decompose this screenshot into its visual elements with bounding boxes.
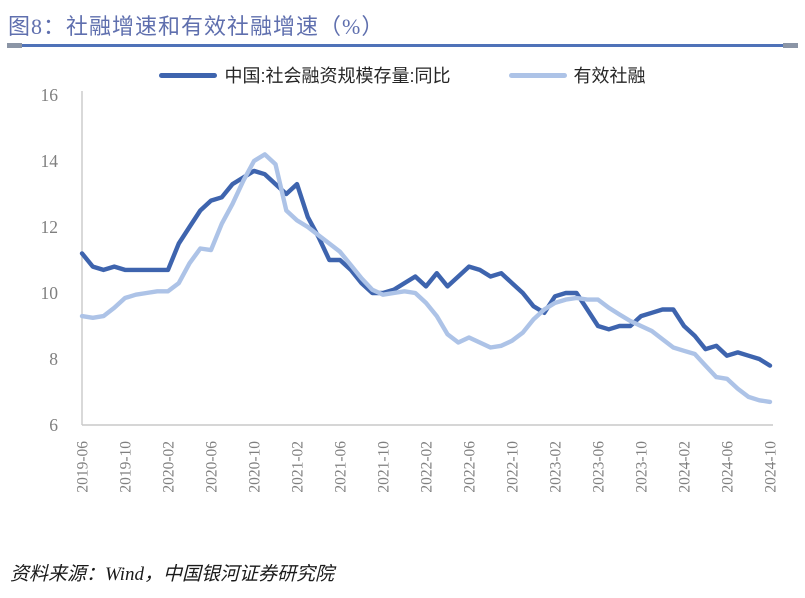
legend-label-tsf-stock-yoy: 中国:社会融资规模存量:同比: [224, 66, 451, 86]
x-axis-tick-label: 2022-02: [419, 441, 436, 493]
x-axis-tick-label: 2020-10: [247, 441, 264, 493]
x-axis-tick-label: 2020-06: [204, 441, 221, 493]
legend-item-tsf-stock-yoy: 中国:社会融资规模存量:同比: [159, 62, 451, 88]
x-axis-tick-label: 2024-02: [677, 441, 694, 493]
chart-svg: 6 8 10 12 14 16 2019-06 2019-10 2020-02 2020-06 20…: [41, 85, 780, 493]
y-axis-tick-label: 16: [41, 88, 59, 105]
x-axis-tick-label: 2023-02: [548, 441, 565, 493]
x-axis-tick-label: 2019-06: [75, 441, 92, 493]
chart-area: 6 8 10 12 14 16 2019-06 2019-10 2020-02 2020-06 20…: [0, 85, 805, 550]
legend-label-effective-tsf: 有效社融: [573, 66, 646, 86]
page-title: 图8：社融增速和有效社融增速（%）: [8, 14, 385, 39]
x-axis-tick-label: 2022-10: [505, 441, 522, 493]
y-axis-tick-label: 6: [49, 415, 58, 435]
chart-legend: 中国:社会融资规模存量:同比 有效社融: [0, 62, 805, 88]
legend-line-swatch-dark: [159, 72, 218, 78]
y-axis-tick-label: 8: [49, 349, 58, 369]
x-axis-tick-label: 2023-06: [591, 441, 608, 493]
x-axis-tick-label: 2020-02: [161, 441, 178, 493]
x-axis-tick-label: 2024-10: [763, 441, 780, 493]
legend-line-swatch-light: [508, 72, 567, 78]
legend-item-effective-tsf: 有效社融: [508, 62, 646, 88]
y-axis-tick-label: 12: [41, 217, 59, 237]
y-axis-tick-label: 10: [41, 283, 59, 303]
x-axis-tick-label: 2021-06: [333, 441, 350, 493]
x-axis-tick-label: 2021-10: [376, 441, 393, 493]
series-line-1: [79, 152, 773, 405]
series-line-0: [79, 168, 773, 368]
x-axis-tick-label: 2021-02: [290, 441, 307, 493]
x-axis-tick-label: 2023-10: [634, 441, 651, 493]
x-axis-tick-label: 2019-10: [118, 441, 135, 493]
x-axis-tick-label: 2022-06: [462, 441, 479, 493]
title-divider: [7, 43, 798, 48]
y-axis-tick-label: 14: [41, 151, 59, 171]
source-note: 资料来源：Wind，中国银河证券研究院: [10, 564, 335, 585]
x-axis-tick-label: 2024-06: [720, 441, 737, 493]
